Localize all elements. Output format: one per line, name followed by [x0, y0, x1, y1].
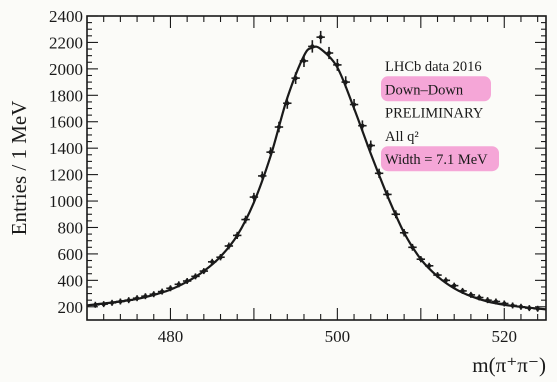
data-point — [199, 268, 209, 275]
data-point — [182, 278, 192, 285]
y-tick-label: 400 — [58, 271, 84, 290]
highlight-marker — [381, 76, 491, 102]
data-point — [116, 298, 125, 305]
data-point — [383, 190, 392, 199]
data-point — [324, 46, 334, 60]
data-point — [408, 243, 417, 251]
data-point — [291, 72, 300, 84]
y-axis: 200 400 600 800 1000 1200 1400 1600 1800 2000 2200… — [49, 7, 546, 317]
data-point — [374, 168, 384, 178]
data-point — [316, 30, 325, 44]
y-tick-label: 600 — [58, 245, 84, 264]
data-point — [241, 215, 250, 224]
data-point — [149, 291, 158, 298]
y-tick-label: 800 — [58, 218, 84, 237]
data-point — [283, 97, 292, 109]
data-point — [266, 147, 275, 158]
annotation-line: Down–Down — [385, 82, 464, 98]
annotation-line: All q² — [385, 129, 419, 145]
data-point — [416, 256, 426, 263]
data-point — [224, 242, 234, 250]
y-tick-label: 200 — [58, 298, 84, 317]
data-point — [500, 300, 509, 307]
annotation-line: PRELIMINARY — [385, 106, 484, 122]
x-tick-label: 500 — [325, 327, 351, 346]
data-point — [483, 297, 492, 304]
y-tick-label: 2200 — [49, 33, 83, 52]
data-point — [141, 293, 150, 300]
data-point — [258, 171, 267, 181]
data-point — [525, 305, 534, 312]
y-axis-title: Entries / 1 MeV — [7, 101, 31, 236]
y-tick-label: 1600 — [49, 113, 83, 132]
data-point — [233, 231, 242, 239]
data-point — [508, 302, 517, 309]
data-point — [399, 229, 409, 237]
data-point — [249, 192, 259, 202]
x-axis: 480 500 520 — [86, 16, 539, 346]
data-point — [191, 273, 200, 280]
data-point — [341, 76, 350, 88]
data-point — [424, 262, 434, 269]
data-point — [458, 287, 467, 294]
data-point — [466, 291, 476, 298]
data-point — [450, 282, 459, 289]
data-point — [391, 210, 400, 219]
annotation-line: LHCb data 2016 — [385, 59, 482, 75]
x-tick-label: 520 — [492, 327, 518, 346]
y-tick-label: 1000 — [49, 192, 83, 211]
x-axis-title: m(π⁺π⁻) — [472, 353, 546, 377]
highlight-marker — [381, 146, 499, 172]
data-point — [358, 120, 367, 131]
data-point — [274, 121, 284, 133]
data-point — [308, 40, 317, 53]
data-point — [366, 140, 375, 151]
x-tick-label: 480 — [158, 327, 184, 346]
data-point — [157, 288, 167, 295]
data-point — [174, 281, 183, 288]
data-point — [349, 99, 359, 111]
data-point — [207, 258, 217, 265]
annotation-line: Width = 7.1 MeV — [385, 152, 488, 168]
data-point — [107, 299, 117, 306]
y-tick-label: 1800 — [49, 86, 83, 105]
y-tick-label: 1200 — [49, 166, 83, 185]
data-points — [91, 30, 542, 312]
data-point — [124, 297, 133, 304]
data-point — [333, 58, 342, 71]
data-point — [299, 54, 309, 68]
data-point — [441, 277, 451, 284]
data-point — [99, 301, 108, 308]
y-tick-label: 2400 — [49, 7, 83, 26]
data-point — [475, 294, 484, 301]
y-tick-label: 1400 — [49, 139, 83, 158]
data-point — [433, 272, 442, 279]
legend: LHCb data 2016 Down–Down PRELIMINARY All q²… — [381, 59, 499, 172]
data-point — [132, 295, 142, 302]
data-point — [516, 303, 526, 310]
data-point — [491, 298, 501, 305]
data-point — [216, 254, 225, 261]
data-point — [166, 285, 175, 292]
y-tick-label: 2000 — [49, 60, 83, 79]
